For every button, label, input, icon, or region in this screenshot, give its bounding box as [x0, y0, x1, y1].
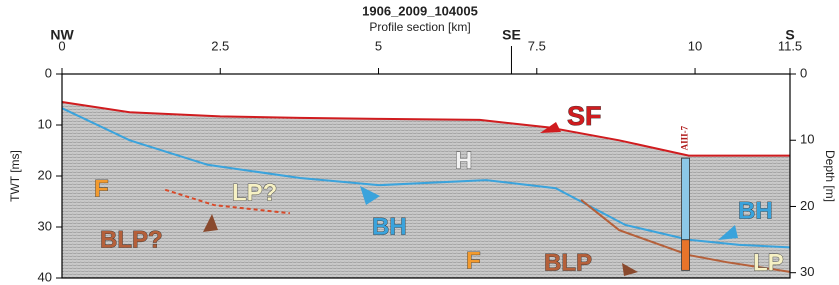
- direction-label: SE: [502, 27, 521, 43]
- y2-tick-label: 0: [800, 65, 807, 80]
- annotation: F: [466, 247, 481, 274]
- direction-label: S: [785, 27, 794, 43]
- y-tick-label: 40: [38, 269, 52, 284]
- annotation: H: [455, 147, 472, 174]
- y2-tick-label: 10: [800, 132, 814, 147]
- x-tick-label: 10: [688, 38, 702, 53]
- y-tick-label: 30: [38, 218, 52, 233]
- annotation: LP: [753, 249, 784, 276]
- annotation: BLP: [544, 249, 592, 276]
- x-tick-label: 7.5: [528, 38, 546, 53]
- annotation: SF: [567, 101, 602, 131]
- annotation: BH: [372, 213, 407, 240]
- borehole-label: AIII-7: [680, 125, 690, 150]
- x-axis-label: Profile section [km]: [369, 20, 470, 34]
- y2-tick-label: 20: [800, 198, 814, 213]
- direction-label: NW: [50, 27, 74, 43]
- y2-tick-label: 30: [800, 264, 814, 279]
- chart-title: 1906_2009_104005: [362, 3, 478, 18]
- y-tick-label: 20: [38, 167, 52, 182]
- annotation: BH: [738, 197, 773, 224]
- y2-axis-label: Depth [m]: [823, 150, 837, 202]
- y-tick-label: 10: [38, 116, 52, 131]
- chart: 1906_2009_104005 Profile section [km] TW…: [0, 0, 839, 285]
- annotation: BLP?: [100, 226, 163, 253]
- x-tick-label: 2.5: [211, 38, 229, 53]
- borehole-lower: [682, 240, 690, 271]
- x-tick-label: 5: [375, 38, 382, 53]
- borehole: [682, 158, 690, 240]
- annotation: F: [94, 175, 109, 202]
- y-axis-label: TWT [ms]: [8, 150, 22, 202]
- y-tick-label: 0: [45, 65, 52, 80]
- annotation: LP?: [232, 179, 277, 206]
